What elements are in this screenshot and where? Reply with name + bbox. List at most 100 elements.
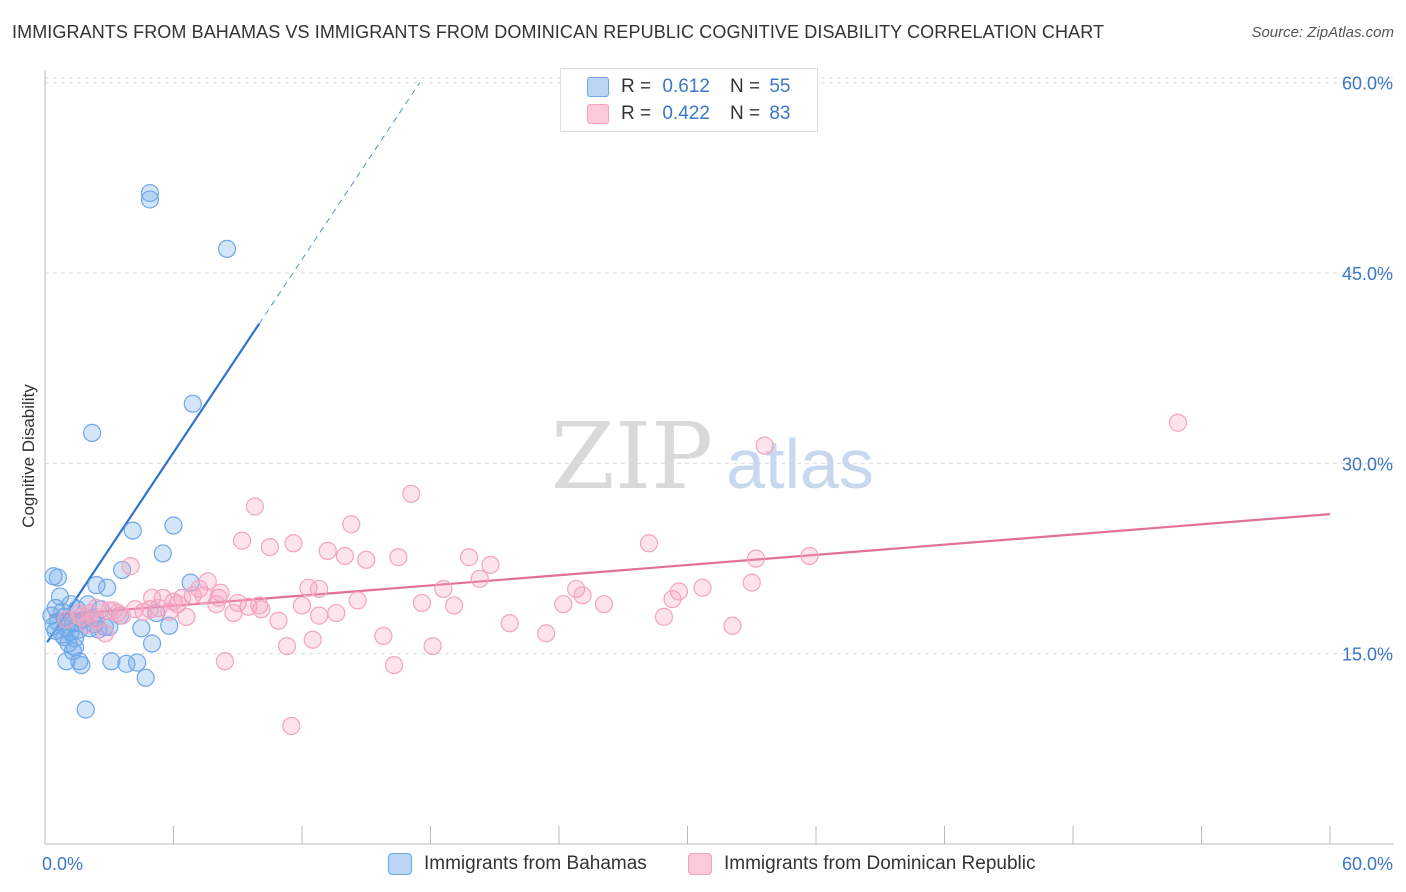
point-dominican bbox=[755, 436, 774, 455]
point-dominican bbox=[663, 590, 682, 609]
point-dominican bbox=[693, 578, 712, 597]
point-bahamas bbox=[123, 521, 142, 540]
legend-swatch-bahamas bbox=[587, 77, 609, 97]
y-tick-label: 15.0% bbox=[1342, 645, 1393, 665]
point-dominican bbox=[177, 607, 196, 626]
point-dominican bbox=[654, 607, 674, 626]
point-dominican bbox=[172, 588, 192, 607]
point-dominican bbox=[800, 546, 819, 566]
point-bahamas bbox=[57, 652, 76, 671]
point-bahamas bbox=[132, 619, 151, 638]
y-axis-label: Cognitive Disability bbox=[19, 384, 38, 528]
point-dominican bbox=[402, 484, 421, 503]
x-tick-label: 0.0% bbox=[42, 854, 83, 874]
point-dominican bbox=[198, 572, 217, 591]
point-dominican bbox=[573, 586, 592, 605]
point-bahamas bbox=[76, 700, 95, 719]
point-bahamas bbox=[217, 239, 237, 259]
point-dominican bbox=[284, 534, 303, 553]
point-bahamas bbox=[140, 183, 160, 203]
point-dominican bbox=[434, 579, 453, 599]
point-dominican bbox=[72, 607, 91, 626]
point-dominican bbox=[228, 593, 247, 613]
point-dominican bbox=[260, 537, 279, 557]
point-dominican bbox=[95, 624, 115, 643]
point-dominican bbox=[412, 593, 432, 613]
tick-labels: 15.0% 30.0% 45.0% 60.0% 0.0% 60.0% bbox=[42, 74, 1393, 874]
axes bbox=[44, 70, 1394, 845]
point-dominican bbox=[140, 600, 160, 619]
point-dominican bbox=[1168, 413, 1188, 432]
stats-legend: R = 0.612 N = 55 R = 0.422 N = 83 bbox=[560, 68, 818, 132]
point-bahamas bbox=[112, 560, 132, 580]
r-label: R = bbox=[621, 76, 652, 97]
point-dominican bbox=[500, 614, 519, 633]
point-bahamas bbox=[70, 652, 89, 671]
trend-line-dominican bbox=[49, 513, 1331, 617]
point-dominican bbox=[215, 652, 234, 671]
point-dominican bbox=[194, 586, 213, 605]
data-points bbox=[42, 183, 1188, 736]
point-dominican bbox=[639, 534, 659, 553]
trend-lines bbox=[46, 82, 1331, 643]
n-label: N = bbox=[729, 76, 761, 97]
point-dominican bbox=[342, 515, 361, 534]
point-dominican bbox=[78, 615, 97, 634]
point-dominican bbox=[277, 636, 297, 656]
point-bahamas bbox=[160, 616, 179, 635]
chart-title: IMMIGRANTS FROM BAHAMAS VS IMMIGRANTS FR… bbox=[12, 22, 1105, 42]
point-bahamas bbox=[55, 628, 74, 647]
y-tick-label: 30.0% bbox=[1342, 454, 1393, 474]
point-dominican bbox=[481, 555, 500, 574]
point-dominican bbox=[121, 557, 140, 576]
point-bahamas bbox=[183, 394, 202, 413]
point-dominican bbox=[357, 550, 376, 569]
n-value: 83 bbox=[769, 103, 791, 124]
point-dominican bbox=[250, 596, 269, 615]
point-dominican bbox=[423, 636, 442, 656]
point-dominican bbox=[459, 548, 479, 567]
point-dominican bbox=[746, 549, 766, 568]
point-dominican bbox=[742, 573, 761, 592]
point-dominican bbox=[310, 606, 329, 625]
point-bahamas bbox=[136, 668, 155, 687]
point-dominican bbox=[327, 603, 346, 623]
legend-swatch-bahamas bbox=[388, 853, 412, 875]
point-dominican bbox=[292, 596, 312, 615]
point-dominican bbox=[537, 624, 556, 643]
point-dominican bbox=[470, 569, 489, 588]
legend-item-dominican: Immigrants from Dominican Republic bbox=[688, 852, 1036, 876]
point-bahamas bbox=[98, 578, 117, 597]
source-label: Source: ZipAtlas.com bbox=[1251, 24, 1394, 41]
point-dominican bbox=[303, 630, 322, 649]
legend-label-dominican: Immigrants from Dominican Republic bbox=[724, 853, 1036, 874]
x-tick-label: 60.0% bbox=[1342, 854, 1393, 874]
point-dominican bbox=[384, 655, 404, 675]
point-dominican bbox=[104, 601, 123, 620]
legend-swatch-dominican bbox=[688, 853, 712, 875]
grid-lines bbox=[45, 77, 1394, 655]
point-dominican bbox=[232, 531, 252, 550]
point-bahamas bbox=[142, 634, 162, 653]
point-dominican bbox=[389, 548, 408, 567]
point-dominican bbox=[318, 541, 337, 560]
point-dominican bbox=[245, 497, 264, 516]
watermark-zip: ZIP bbox=[551, 403, 713, 510]
point-bahamas bbox=[153, 544, 172, 563]
n-label: N = bbox=[729, 103, 761, 124]
point-dominican bbox=[80, 603, 100, 623]
point-bahamas bbox=[164, 516, 183, 535]
stats-legend-row-bahamas: R = 0.612 N = 55 bbox=[587, 75, 790, 99]
point-dominican bbox=[594, 595, 614, 614]
point-bahamas bbox=[102, 652, 121, 671]
trend-line-bahamas bbox=[46, 323, 261, 643]
point-dominican bbox=[554, 595, 573, 614]
point-bahamas bbox=[117, 654, 136, 673]
point-bahamas bbox=[140, 190, 160, 209]
point-dominican bbox=[282, 716, 301, 736]
watermark-atlas: atlas bbox=[726, 425, 874, 503]
legend-swatch-dominican bbox=[587, 104, 609, 124]
legend-item-bahamas: Immigrants from Bahamas bbox=[388, 852, 647, 876]
point-bahamas bbox=[83, 423, 102, 442]
